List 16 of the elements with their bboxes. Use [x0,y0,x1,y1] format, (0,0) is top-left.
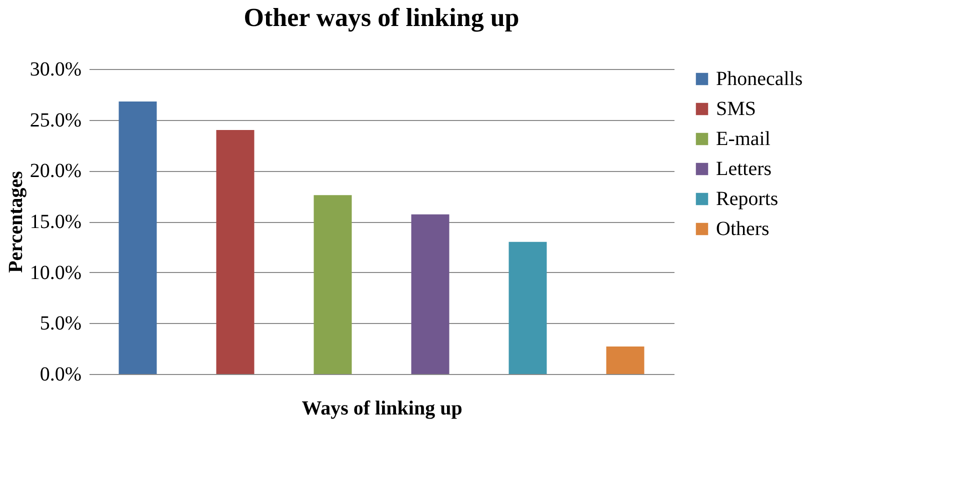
legend-label: E-mail [716,128,771,150]
legend-label: Reports [716,188,778,210]
y-tick-label: 30.0% [30,58,82,80]
y-tick-label: 0.0% [40,364,82,386]
y-axis-title: Percentages [4,170,27,273]
legend-label: Phonecalls [716,68,803,90]
legend-label: Letters [716,158,772,180]
legend-label: SMS [716,98,756,120]
chart-title: Other ways of linking up [244,3,520,32]
y-tick-label: 20.0% [30,160,82,182]
legend-label: Others [716,218,770,240]
y-tick-label: 5.0% [40,312,82,335]
y-tick-label: 15.0% [30,211,82,233]
x-axis-title: Ways of linking up [302,398,462,420]
y-tick-label: 10.0% [30,262,82,284]
y-tick-label: 25.0% [30,109,82,132]
